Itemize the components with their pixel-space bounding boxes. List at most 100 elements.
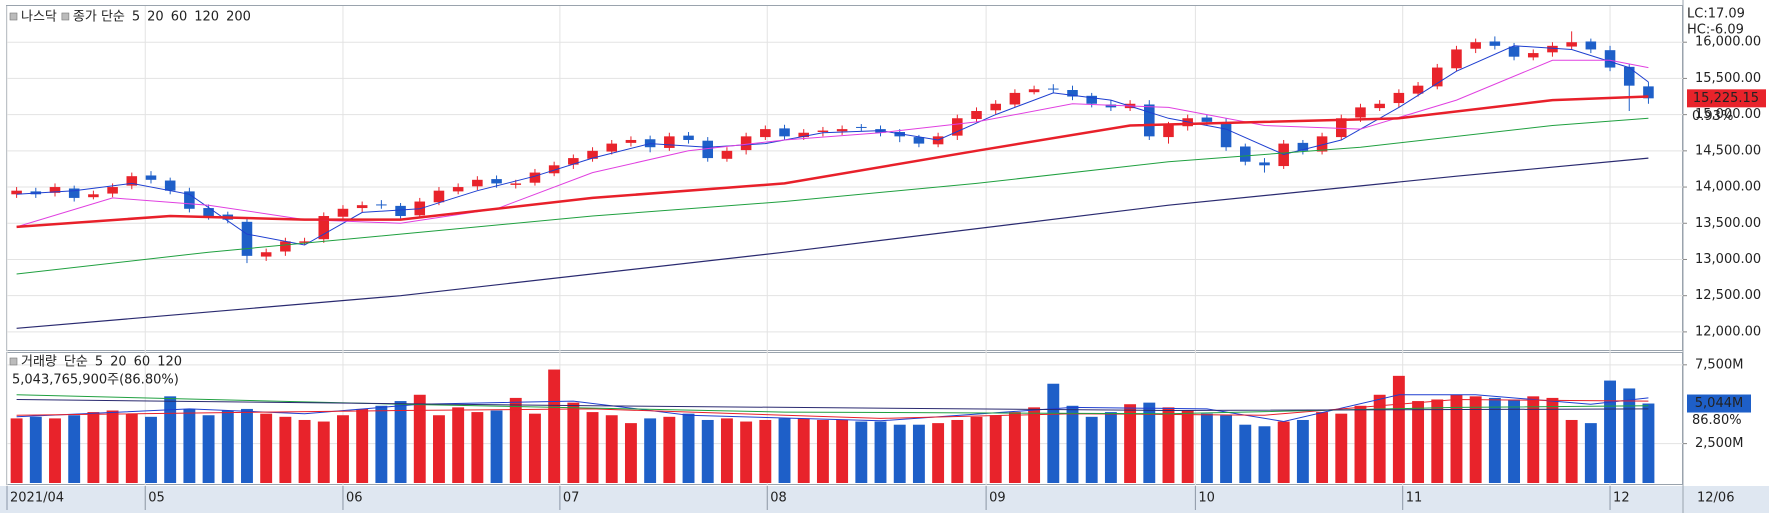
candle-body xyxy=(1508,46,1520,57)
candle-body xyxy=(1220,122,1232,148)
candle-body xyxy=(1297,142,1309,151)
volume-bar xyxy=(605,415,618,483)
volume-bar xyxy=(720,418,733,483)
x-tick-label: 12 xyxy=(1613,491,1630,506)
candle-body xyxy=(1585,41,1597,50)
volume-bar xyxy=(1296,419,1309,483)
candle-body xyxy=(702,140,714,159)
volume-bar xyxy=(1220,415,1233,483)
volume-bar xyxy=(452,407,465,483)
volume-bar xyxy=(1546,397,1559,483)
volume-bar xyxy=(797,418,810,483)
volume-bar xyxy=(548,369,561,483)
candle-body xyxy=(11,190,22,195)
candle-body xyxy=(971,111,982,119)
candle-body xyxy=(356,205,368,209)
candle-body xyxy=(1547,45,1558,53)
volume-bar xyxy=(970,416,983,483)
legend-entry: 20 xyxy=(147,10,164,25)
volume-bar xyxy=(183,408,196,483)
volume-bar xyxy=(1162,407,1175,483)
volume-bar xyxy=(1316,412,1329,483)
volume-bar xyxy=(1335,413,1348,483)
candle-body xyxy=(452,187,464,192)
moving-average-line xyxy=(16,157,1649,329)
volume-bar xyxy=(1181,410,1194,483)
volume-bar xyxy=(778,418,791,483)
y-tick-label: 2,500M xyxy=(1695,436,1743,451)
legend-icon xyxy=(61,12,70,21)
end-date-label: 12/06 xyxy=(1697,491,1734,506)
volume-bar xyxy=(663,416,676,483)
y-tick-label: 13,500.00 xyxy=(1695,216,1761,231)
volume-bar xyxy=(509,397,522,483)
volume-bar xyxy=(413,394,426,483)
volume-bar xyxy=(1047,383,1060,483)
legend-entry: 60 xyxy=(134,355,151,370)
candle-body xyxy=(1431,67,1443,87)
volume-bar xyxy=(394,401,407,483)
candle-body xyxy=(184,191,195,209)
legend-entry: 60 xyxy=(171,10,188,25)
volume-bar xyxy=(1565,419,1578,483)
candle-body xyxy=(1009,92,1021,105)
legend-entry: 200 xyxy=(226,10,251,25)
x-tick-label: 06 xyxy=(346,491,363,506)
legend-icon xyxy=(9,12,18,21)
x-tick-label: 10 xyxy=(1198,491,1215,506)
candle-body xyxy=(472,179,483,187)
candle-body xyxy=(241,221,253,256)
volume-bar xyxy=(125,413,138,483)
volume-bar xyxy=(106,410,119,483)
right-axis-panel xyxy=(1683,0,1769,513)
volume-bar xyxy=(701,419,714,483)
candle-body xyxy=(1240,146,1251,162)
legend-entry: 120 xyxy=(194,10,219,25)
candle-body xyxy=(1566,42,1577,47)
candle-body xyxy=(1374,103,1385,109)
volume-bar xyxy=(1488,397,1501,483)
volume-bar xyxy=(241,408,253,483)
moving-average-line xyxy=(16,95,1649,229)
candle-body xyxy=(299,241,310,243)
legend-entry: 5 xyxy=(95,355,103,370)
volume-bar xyxy=(624,423,637,483)
candle-body xyxy=(1412,85,1424,94)
moving-average-line xyxy=(16,45,1649,246)
volume-bar xyxy=(317,421,330,483)
y-tick-label: 13,000.00 xyxy=(1695,252,1761,267)
candle-body xyxy=(49,187,61,193)
volume-bar xyxy=(202,415,215,483)
candle-body xyxy=(664,136,675,148)
candle-body xyxy=(510,183,522,185)
volume-bar xyxy=(1277,421,1290,483)
candle-body xyxy=(779,128,790,137)
volume-bar xyxy=(932,423,945,483)
volume-bar xyxy=(759,419,772,483)
candle-body xyxy=(107,187,118,194)
volume-bar xyxy=(1508,399,1521,483)
volume-bar xyxy=(29,416,42,483)
y-tick-label: 12,500.00 xyxy=(1695,288,1761,303)
volume-bar xyxy=(1527,396,1540,483)
candle-body xyxy=(740,136,752,151)
volume-bar xyxy=(816,419,829,483)
candle-body xyxy=(1355,107,1366,118)
candle-body xyxy=(280,241,291,252)
candle-body xyxy=(721,150,733,159)
volume-bar xyxy=(836,419,849,483)
legend-title: 나스닥 xyxy=(21,10,57,25)
volume-bar xyxy=(471,412,484,483)
candle-body xyxy=(548,165,560,174)
volume-bar xyxy=(145,416,157,483)
volume-bar xyxy=(1450,394,1463,483)
change-label: 0.93% xyxy=(1692,109,1733,124)
candle-body xyxy=(203,208,214,217)
candle-body xyxy=(856,126,867,128)
volume-bar xyxy=(1104,412,1117,483)
x-tick-label: 11 xyxy=(1406,491,1423,506)
volume-bar xyxy=(855,421,868,483)
candle-body xyxy=(1643,86,1654,99)
volume-bar xyxy=(1258,426,1271,483)
candle-body xyxy=(606,143,618,152)
